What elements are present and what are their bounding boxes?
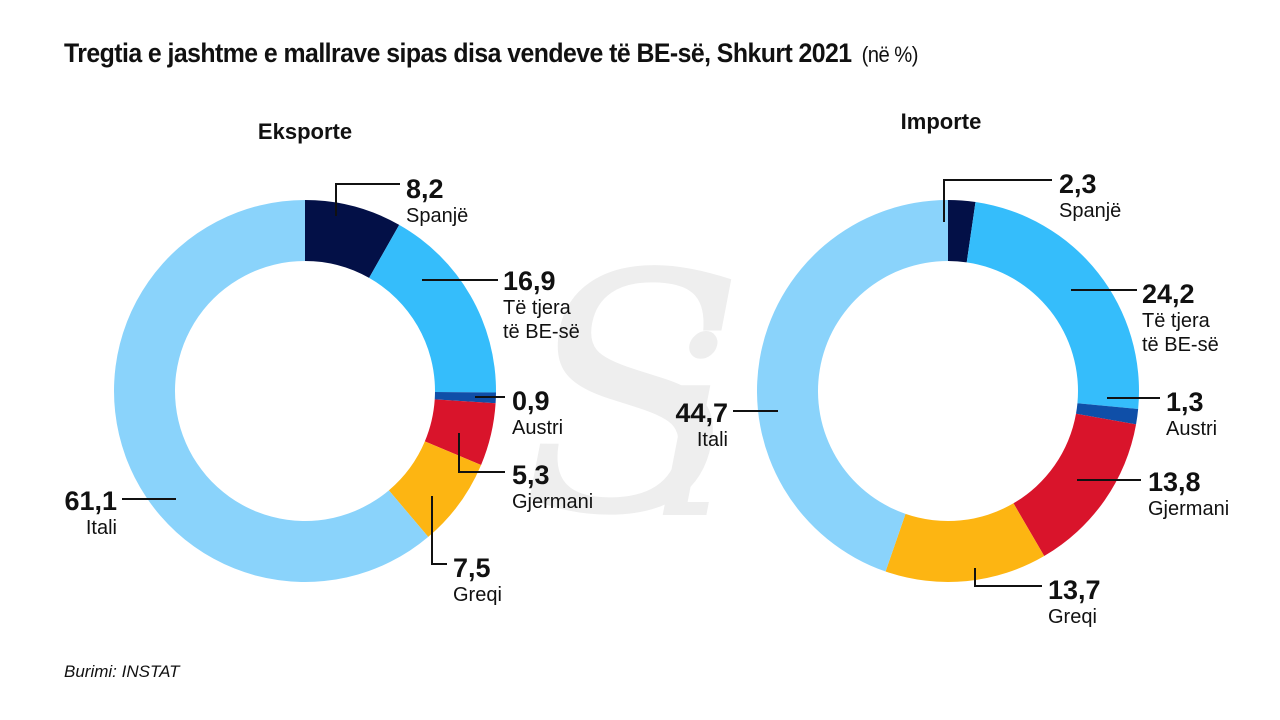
eksporte-label-gjermani-name: Gjermani: [512, 491, 593, 513]
eksporte-slice-spanje: [305, 200, 400, 278]
watermark-logo: S i: [520, 204, 746, 588]
eksporte-label-spanje-name: Spanjë: [406, 205, 468, 227]
eksporte-slice-te-tjera-te-be-se: [369, 224, 497, 393]
importe-label-te-tjera-te-be-se-name: të BE-së: [1142, 334, 1219, 356]
importe-label-te-tjera-te-be-se-name: Të tjera: [1142, 310, 1211, 332]
importe-slice-greqi: [885, 503, 1045, 582]
importe-label-te-tjera-te-be-se-value: 24,2: [1142, 279, 1195, 309]
eksporte-label-austri-value: 0,9: [512, 386, 550, 416]
importe-label-austri-name: Austri: [1166, 418, 1217, 440]
importe-label-austri-value: 1,3: [1166, 387, 1204, 417]
importe-slice-gjermani: [1013, 413, 1137, 557]
eksporte-label-spanje-value: 8,2: [406, 174, 444, 204]
importe-label-itali-value: 44,7: [675, 398, 728, 428]
eksporte-label-gjermani-leader-line: [458, 433, 505, 473]
eksporte-label-spanje-leader-line: [335, 183, 400, 216]
svg-text:S: S: [520, 204, 746, 588]
importe-label-spanje-name: Spanjë: [1059, 200, 1121, 222]
chart-title: Tregtia e jashtme e mallrave sipas disa …: [64, 38, 918, 69]
importe-label-spanje-value: 2,3: [1059, 169, 1097, 199]
importe-label-gjermani-name: Gjermani: [1148, 498, 1229, 520]
source-note: Burimi: INSTAT: [64, 662, 180, 681]
eksporte-label-austri-name: Austri: [512, 417, 563, 439]
importe-label-greqi-name: Greqi: [1048, 606, 1097, 628]
importe-slice-austri: [1075, 403, 1139, 425]
chart-title-text: Tregtia e jashtme e mallrave sipas disa …: [64, 38, 852, 68]
chart-title-unit: (në %): [861, 42, 919, 67]
importe-slice-te-tjera-te-be-se: [966, 201, 1139, 409]
eksporte-label-greqi-leader-line: [431, 496, 447, 565]
eksporte-slice-itali: [113, 200, 429, 583]
eksporte-label-te-tjera-te-be-se-name: Të tjera: [503, 297, 572, 319]
eksporte-label-greqi-value: 7,5: [453, 553, 491, 583]
svg-text:i: i: [650, 283, 730, 574]
importe-label-spanje-leader-line: [943, 179, 1052, 222]
importe-label-itali-name: Itali: [697, 429, 728, 451]
importe-label-gjermani-value: 13,8: [1148, 467, 1201, 497]
importe-label-greqi-leader-line: [974, 568, 1042, 587]
eksporte-slice-austri: [434, 392, 496, 404]
eksporte-label-gjermani-value: 5,3: [512, 460, 550, 490]
eksporte-title: Eksporte: [258, 119, 352, 144]
eksporte-label-te-tjera-te-be-se-name: të BE-së: [503, 321, 580, 343]
eksporte-label-itali-name: Itali: [86, 517, 117, 539]
importe-label-greqi-value: 13,7: [1048, 575, 1101, 605]
importe-slice-spanje: [948, 200, 976, 263]
importe-title: Importe: [901, 109, 982, 134]
eksporte-label-greqi-name: Greqi: [453, 584, 502, 606]
eksporte-label-te-tjera-te-be-se-value: 16,9: [503, 266, 556, 296]
eksporte-slice-gjermani: [424, 399, 496, 465]
importe-slice-itali: [756, 200, 948, 572]
eksporte-label-itali-value: 61,1: [64, 486, 117, 516]
